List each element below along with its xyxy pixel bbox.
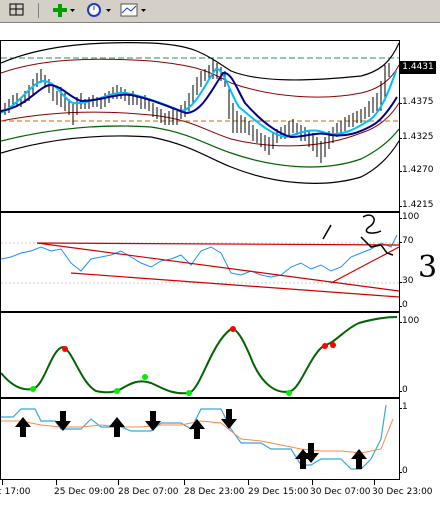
grid-button[interactable] <box>6 1 28 19</box>
band-upper-outer <box>1 41 400 81</box>
osc2-dots <box>30 326 336 396</box>
price-tick: 1.4375 <box>399 97 434 107</box>
arrow-down-icon <box>303 443 319 463</box>
band-lower-green <box>1 125 400 168</box>
osc3-tick: 1 <box>399 402 408 412</box>
osc1-tick: 30 <box>398 276 414 286</box>
oscillator1-pane[interactable] <box>0 212 400 312</box>
osc2-tick: 100 <box>398 316 420 326</box>
current-price-tag: 1.4431 <box>400 61 436 74</box>
time-label: 25 Dec 09:00 <box>54 487 115 497</box>
time-label: 29 Dec 15:00 <box>248 487 309 497</box>
arrow-down-icon <box>55 411 71 431</box>
price-tick: 1.4215 <box>399 200 434 210</box>
time-tick-mark <box>312 480 313 485</box>
template-button[interactable] <box>118 1 150 19</box>
oscillator3-pane[interactable] <box>0 398 400 480</box>
time-tick-mark <box>374 480 375 485</box>
time-label: 28 Dec 07:00 <box>118 487 179 497</box>
osc1-tick: 100 <box>398 212 420 222</box>
history-clock-icon <box>85 2 113 18</box>
handwritten-number: 3 <box>418 250 438 285</box>
arrow-up-icon <box>189 419 205 439</box>
price-bars <box>4 59 390 163</box>
arrow-up-icon <box>351 449 367 469</box>
band-lower-outer <box>1 135 400 184</box>
arrow-up-icon <box>109 417 125 437</box>
time-tick-mark <box>118 480 119 485</box>
toolbar-separator <box>38 3 39 18</box>
time-label: 22 Dec 17:00 <box>0 487 31 497</box>
price-pane[interactable] <box>0 40 400 212</box>
osc2-axis: 100 0 <box>398 312 440 398</box>
osc2-tick: 0 <box>399 385 408 395</box>
arrow-down-icon <box>145 411 161 431</box>
template-icon <box>119 2 149 18</box>
osc1-tick: 70 <box>398 236 414 246</box>
arrow-up-icon <box>15 417 31 437</box>
osc2-smooth-line <box>1 316 398 395</box>
band-upper-mid <box>1 58 400 98</box>
time-label: 30 Dec 23:00 <box>372 487 433 497</box>
osc3-blue-line <box>1 404 387 470</box>
band-lower-mid <box>1 102 400 147</box>
time-tick-mark <box>2 480 3 485</box>
time-label: 28 Dec 23:00 <box>184 487 245 497</box>
time-tick-mark <box>248 480 249 485</box>
ma-slow-line <box>1 71 398 139</box>
osc3-tick: 0 <box>399 466 408 476</box>
arrow-down-icon <box>221 409 237 429</box>
trend-lines <box>36 242 400 298</box>
osc1-axis: 100 70 30 0 <box>398 212 440 312</box>
history-button[interactable] <box>84 1 114 19</box>
grid-icon <box>7 2 27 18</box>
oscillator2-pane[interactable] <box>0 312 400 398</box>
price-tick: 1.4270 <box>399 165 434 175</box>
time-label: 30 Dec 07:00 <box>310 487 371 497</box>
toolbar <box>0 0 440 23</box>
annotation-scribble <box>322 214 394 256</box>
crosshair-add-icon <box>51 2 77 18</box>
osc3-axis: 1 0 <box>399 398 440 480</box>
add-indicator-button[interactable] <box>50 1 78 19</box>
osc1-tick: 0 <box>399 300 408 310</box>
price-axis: 1.4375 1.4325 1.4270 1.4215 <box>399 40 440 212</box>
price-tick: 1.4325 <box>399 132 434 142</box>
time-tick-mark <box>56 480 57 485</box>
arrow-signals <box>15 409 367 469</box>
time-tick-mark <box>184 480 185 485</box>
osc3-orange-line <box>1 418 394 454</box>
ma-fast-line <box>1 68 397 139</box>
osc1-line <box>1 234 398 278</box>
